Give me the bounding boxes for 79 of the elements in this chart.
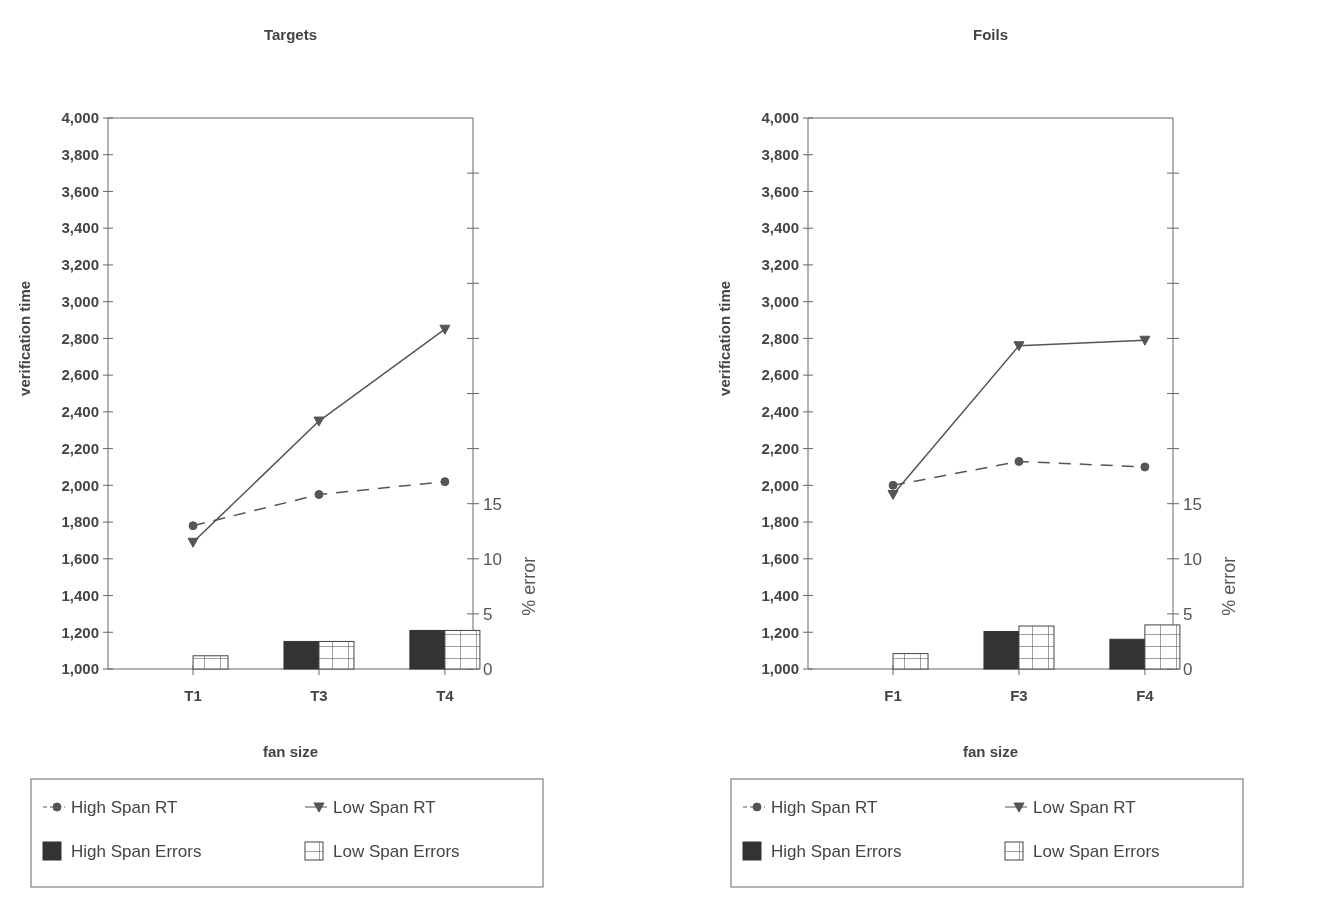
y-tick-label: 3,800 bbox=[61, 145, 99, 163]
point bbox=[439, 324, 451, 335]
legend-label: High Span RT bbox=[71, 797, 178, 817]
x-axis-title: fan size bbox=[962, 743, 1019, 760]
bar bbox=[1018, 625, 1055, 670]
chart-title: Foils bbox=[972, 26, 1009, 43]
y-tick-label: 3,600 bbox=[761, 182, 799, 200]
y2-tick-label: 0 bbox=[483, 659, 493, 679]
point bbox=[1013, 341, 1025, 352]
y-tick-label: 2,000 bbox=[61, 476, 99, 494]
y-tick-label: 2,400 bbox=[761, 403, 799, 421]
bar bbox=[1144, 624, 1181, 670]
y2-tick-label: 5 bbox=[1183, 604, 1193, 624]
x-tick-label: F4 bbox=[1136, 687, 1155, 704]
y-tick-label: 1,200 bbox=[761, 623, 799, 641]
y-tick-label: 3,400 bbox=[61, 219, 99, 237]
y2-tick-label: 5 bbox=[483, 604, 493, 624]
y2-tick-label: 15 bbox=[483, 494, 502, 514]
legend-label: High Span Errors bbox=[71, 841, 202, 861]
y-tick-label: 3,000 bbox=[761, 292, 799, 310]
bar bbox=[892, 653, 929, 670]
legend-label: Low Span RT bbox=[333, 797, 436, 817]
y-tick-label: 1,000 bbox=[761, 660, 799, 678]
x-tick-label: T3 bbox=[310, 687, 328, 704]
y-tick-label: 1,600 bbox=[761, 550, 799, 568]
point bbox=[314, 490, 324, 500]
y2-tick-label: 10 bbox=[483, 549, 502, 569]
x-axis-title: fan size bbox=[262, 743, 319, 760]
y2-axis-title: % error bbox=[1219, 556, 1239, 616]
y2-tick-label: 10 bbox=[1183, 549, 1202, 569]
x-tick-label: F1 bbox=[884, 687, 902, 704]
point bbox=[187, 537, 199, 548]
y-tick-label: 3,200 bbox=[761, 256, 799, 274]
y-tick-label: 3,600 bbox=[61, 182, 99, 200]
y2-axis-title: % error bbox=[519, 556, 539, 616]
legend-label: Low Span Errors bbox=[333, 841, 460, 861]
y-tick-label: 1,400 bbox=[61, 586, 99, 604]
point bbox=[440, 477, 450, 487]
y-tick-label: 2,600 bbox=[761, 366, 799, 384]
y-tick-label: 1,000 bbox=[61, 660, 99, 678]
y2-tick-label: 0 bbox=[1183, 659, 1193, 679]
bar bbox=[1109, 638, 1146, 670]
y-tick-label: 1,400 bbox=[761, 586, 799, 604]
y-tick-label: 4,000 bbox=[61, 109, 99, 127]
y-tick-label: 2,400 bbox=[61, 403, 99, 421]
y-tick-label: 2,600 bbox=[61, 366, 99, 384]
point bbox=[888, 480, 898, 490]
y-tick-label: 3,200 bbox=[61, 256, 99, 274]
x-tick-label: F3 bbox=[1010, 687, 1028, 704]
legend-label: High Span Errors bbox=[771, 841, 902, 861]
point bbox=[1139, 335, 1151, 346]
y-tick-label: 3,400 bbox=[761, 219, 799, 237]
y-tick-label: 2,200 bbox=[761, 439, 799, 457]
point bbox=[1140, 462, 1150, 472]
point bbox=[188, 521, 198, 531]
y2-tick-label: 15 bbox=[1183, 494, 1202, 514]
y-axis-title: verification time bbox=[16, 280, 33, 396]
x-tick-label: T1 bbox=[184, 687, 202, 704]
bar bbox=[983, 631, 1020, 670]
legend-label: Low Span RT bbox=[1033, 797, 1136, 817]
chart-title: Targets bbox=[263, 26, 318, 43]
y-axis-title: verification time bbox=[716, 280, 733, 396]
y-tick-label: 1,800 bbox=[761, 513, 799, 531]
legend-label: Low Span Errors bbox=[1033, 841, 1160, 861]
y-tick-label: 3,800 bbox=[761, 145, 799, 163]
y-tick-label: 1,800 bbox=[61, 513, 99, 531]
x-tick-label: T4 bbox=[436, 687, 455, 704]
y-tick-label: 2,800 bbox=[761, 329, 799, 347]
y-tick-label: 1,600 bbox=[61, 550, 99, 568]
y-tick-label: 3,000 bbox=[61, 292, 99, 310]
point bbox=[313, 416, 325, 427]
point bbox=[1014, 456, 1024, 466]
y-tick-label: 4,000 bbox=[761, 109, 799, 127]
point bbox=[887, 490, 899, 501]
y-tick-label: 2,800 bbox=[61, 329, 99, 347]
y-tick-label: 1,200 bbox=[61, 623, 99, 641]
y-tick-label: 2,000 bbox=[761, 476, 799, 494]
legend-label: High Span RT bbox=[771, 797, 878, 817]
y-tick-label: 2,200 bbox=[61, 439, 99, 457]
